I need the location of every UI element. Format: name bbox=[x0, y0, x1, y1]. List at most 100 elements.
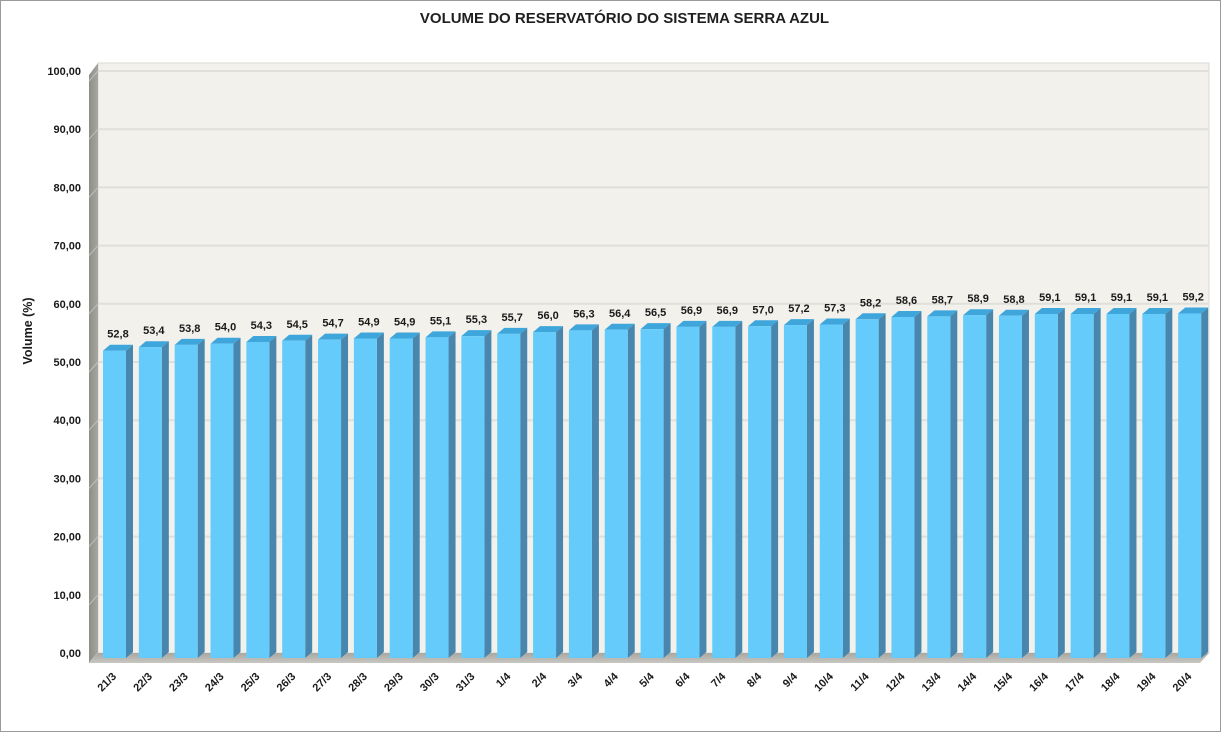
bar bbox=[712, 326, 736, 658]
value-label: 54,9 bbox=[394, 316, 415, 328]
bar-side bbox=[1057, 308, 1065, 658]
bar-side bbox=[197, 338, 205, 658]
bar-side bbox=[1129, 308, 1137, 658]
bar-top bbox=[353, 332, 384, 339]
bar-top bbox=[138, 341, 169, 348]
bar-top bbox=[282, 334, 313, 341]
bar bbox=[497, 333, 521, 658]
bar-top bbox=[604, 323, 635, 330]
bar-top bbox=[174, 338, 205, 345]
bar-side bbox=[448, 331, 456, 658]
bar bbox=[1178, 313, 1202, 658]
value-label: 54,3 bbox=[251, 320, 272, 332]
bar-side bbox=[233, 337, 241, 658]
bar-top bbox=[748, 320, 779, 327]
x-tick-label: 6/4 bbox=[673, 670, 693, 690]
side-wall-notch bbox=[88, 594, 99, 606]
side-wall-notch bbox=[88, 478, 99, 489]
bar-side bbox=[591, 324, 599, 658]
x-tick-label: 1/4 bbox=[494, 670, 514, 690]
x-tick-label: 20/4 bbox=[1171, 670, 1195, 694]
bar-side bbox=[950, 310, 958, 658]
value-label: 54,5 bbox=[286, 319, 307, 331]
bar-top bbox=[389, 332, 420, 339]
bar-side bbox=[735, 320, 743, 658]
bar bbox=[748, 326, 772, 658]
value-label: 55,1 bbox=[430, 315, 451, 327]
value-label: 52,8 bbox=[107, 329, 128, 341]
y-tick-label: 50,00 bbox=[53, 357, 81, 369]
bar bbox=[318, 339, 342, 658]
bar-side bbox=[914, 310, 922, 658]
value-label: 59,2 bbox=[1182, 291, 1203, 303]
bar bbox=[783, 325, 807, 658]
bar bbox=[246, 341, 270, 658]
value-label: 56,4 bbox=[609, 308, 631, 320]
bar-top bbox=[318, 333, 349, 340]
bar-top bbox=[1070, 308, 1101, 315]
x-tick-label: 7/4 bbox=[709, 670, 729, 690]
bar-side bbox=[878, 313, 886, 658]
value-label: 57,0 bbox=[752, 304, 773, 316]
bar-top bbox=[461, 330, 492, 337]
x-tick-label: 19/4 bbox=[1135, 670, 1159, 694]
bar bbox=[1106, 314, 1130, 658]
y-tick-label: 40,00 bbox=[53, 415, 81, 427]
x-tick-label: 29/3 bbox=[382, 671, 406, 695]
bar bbox=[963, 315, 987, 658]
bar-side bbox=[484, 330, 492, 658]
bar-top bbox=[891, 310, 922, 317]
side-wall-notch bbox=[88, 187, 99, 198]
bar bbox=[103, 350, 126, 658]
bar bbox=[1034, 314, 1058, 658]
value-label: 58,7 bbox=[932, 294, 953, 306]
y-tick-label: 60,00 bbox=[53, 299, 81, 311]
value-label: 58,6 bbox=[896, 295, 917, 307]
chart-title: VOLUME DO RESERVATÓRIO DO SISTEMA SERRA … bbox=[419, 10, 830, 27]
bar-top bbox=[1034, 308, 1065, 315]
bar bbox=[174, 344, 198, 658]
bar bbox=[927, 316, 951, 658]
x-tick-label: 16/4 bbox=[1027, 670, 1051, 694]
bar-side bbox=[1021, 309, 1029, 658]
value-label: 56,3 bbox=[573, 308, 594, 320]
y-tick-label: 100,00 bbox=[47, 66, 81, 78]
side-wall bbox=[89, 63, 98, 663]
value-label: 53,4 bbox=[143, 325, 165, 337]
y-tick-label: 0,00 bbox=[60, 648, 81, 660]
value-label: 56,0 bbox=[537, 310, 558, 322]
x-tick-label: 17/4 bbox=[1063, 670, 1087, 694]
side-wall-notch bbox=[88, 419, 99, 431]
value-label: 59,1 bbox=[1075, 292, 1096, 304]
bar-side bbox=[556, 326, 564, 658]
value-label: 59,1 bbox=[1039, 292, 1060, 304]
bar-side bbox=[699, 320, 707, 658]
bar-side bbox=[520, 327, 528, 658]
side-wall-notch bbox=[88, 128, 99, 140]
value-label: 59,1 bbox=[1111, 292, 1132, 304]
bar-side bbox=[376, 332, 384, 658]
bar bbox=[282, 340, 306, 658]
x-tick-label: 28/3 bbox=[346, 671, 370, 695]
bar bbox=[891, 316, 915, 658]
bar-top bbox=[855, 313, 886, 320]
x-tick-label: 13/4 bbox=[920, 670, 944, 694]
bar bbox=[1142, 314, 1166, 658]
bar bbox=[138, 347, 162, 658]
bar-top bbox=[210, 337, 241, 344]
value-label: 58,2 bbox=[860, 297, 881, 309]
bar-top bbox=[1178, 307, 1209, 314]
bar-top bbox=[568, 324, 599, 331]
value-label: 56,9 bbox=[681, 305, 702, 317]
side-wall-notch bbox=[88, 361, 99, 373]
value-label: 55,3 bbox=[466, 314, 487, 326]
bar-top bbox=[963, 309, 994, 316]
value-label: 59,1 bbox=[1147, 292, 1168, 304]
bar-top bbox=[712, 320, 743, 327]
bar-top bbox=[533, 326, 564, 333]
bar-top bbox=[497, 327, 528, 334]
bar-top bbox=[1142, 308, 1173, 315]
bar-side bbox=[1201, 307, 1209, 658]
